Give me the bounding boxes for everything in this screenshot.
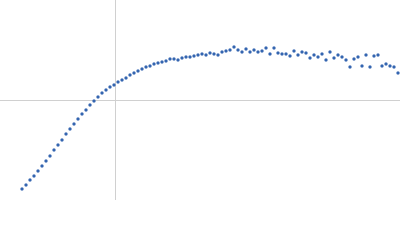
data-point bbox=[148, 64, 152, 68]
data-point bbox=[260, 49, 264, 53]
data-point bbox=[348, 65, 352, 69]
data-point bbox=[332, 56, 336, 60]
data-point bbox=[252, 48, 256, 52]
data-point bbox=[384, 62, 388, 66]
chart bbox=[0, 0, 400, 200]
data-point bbox=[240, 50, 244, 54]
data-point bbox=[216, 53, 220, 57]
data-point bbox=[268, 52, 272, 56]
data-point bbox=[272, 46, 276, 50]
data-point bbox=[112, 83, 116, 87]
data-point bbox=[340, 55, 344, 59]
data-point bbox=[140, 67, 144, 71]
data-point bbox=[300, 50, 304, 54]
data-point bbox=[344, 58, 348, 62]
data-point bbox=[128, 73, 132, 77]
data-point bbox=[64, 132, 68, 136]
data-point bbox=[324, 58, 328, 62]
data-point bbox=[180, 56, 184, 60]
data-point bbox=[192, 54, 196, 58]
data-point bbox=[168, 57, 172, 61]
data-point bbox=[108, 85, 112, 89]
data-point bbox=[380, 64, 384, 68]
data-point bbox=[76, 117, 80, 121]
data-point bbox=[284, 52, 288, 56]
data-point bbox=[88, 103, 92, 107]
data-point bbox=[200, 52, 204, 56]
data-point bbox=[292, 49, 296, 53]
data-point bbox=[224, 49, 228, 53]
data-point bbox=[60, 138, 64, 142]
data-point bbox=[136, 69, 140, 73]
data-point bbox=[244, 47, 248, 51]
data-point bbox=[52, 148, 56, 152]
page: {"chart_data": {"type": "scatter", "colo… bbox=[0, 0, 400, 200]
data-point bbox=[308, 56, 312, 60]
data-point bbox=[296, 53, 300, 57]
data-point bbox=[204, 53, 208, 57]
data-point bbox=[72, 122, 76, 126]
data-point bbox=[316, 55, 320, 59]
data-point bbox=[56, 143, 60, 147]
data-point bbox=[124, 76, 128, 80]
data-point bbox=[160, 60, 164, 64]
data-point bbox=[248, 50, 252, 54]
data-point bbox=[360, 64, 364, 68]
data-point bbox=[368, 65, 372, 69]
data-point bbox=[388, 64, 392, 68]
data-point bbox=[164, 59, 168, 63]
data-point bbox=[256, 50, 260, 54]
data-point bbox=[208, 51, 212, 55]
data-point bbox=[40, 164, 44, 168]
data-point bbox=[280, 52, 284, 56]
data-point bbox=[28, 178, 32, 182]
data-point bbox=[396, 71, 400, 75]
data-point bbox=[392, 65, 396, 69]
data-point bbox=[288, 54, 292, 58]
data-point bbox=[92, 99, 96, 103]
data-point bbox=[328, 50, 332, 54]
data-point bbox=[264, 46, 268, 50]
data-point bbox=[32, 174, 36, 178]
data-point bbox=[320, 52, 324, 56]
data-point bbox=[84, 108, 88, 112]
data-point bbox=[116, 80, 120, 84]
data-point bbox=[196, 53, 200, 57]
data-point bbox=[80, 112, 84, 116]
data-point bbox=[132, 71, 136, 75]
data-point bbox=[144, 65, 148, 69]
data-point bbox=[372, 54, 376, 58]
data-point bbox=[376, 53, 380, 57]
data-point bbox=[312, 53, 316, 57]
data-point bbox=[36, 169, 40, 173]
data-point bbox=[188, 55, 192, 59]
data-point bbox=[304, 51, 308, 55]
data-point bbox=[184, 55, 188, 59]
data-point bbox=[104, 88, 108, 92]
data-point bbox=[156, 61, 160, 65]
data-point bbox=[364, 53, 368, 57]
data-point bbox=[120, 78, 124, 82]
data-point bbox=[356, 55, 360, 59]
data-point bbox=[68, 127, 72, 131]
data-point bbox=[212, 52, 216, 56]
data-point bbox=[20, 187, 24, 191]
data-point bbox=[352, 57, 356, 61]
data-point bbox=[48, 154, 52, 158]
data-point bbox=[336, 53, 340, 57]
data-point bbox=[220, 50, 224, 54]
data-point bbox=[172, 57, 176, 61]
data-point bbox=[152, 62, 156, 66]
data-point bbox=[24, 183, 28, 187]
data-point bbox=[228, 48, 232, 52]
data-point bbox=[176, 58, 180, 62]
data-point bbox=[44, 159, 48, 163]
data-point bbox=[232, 45, 236, 49]
data-point bbox=[276, 51, 280, 55]
data-point bbox=[100, 91, 104, 95]
data-point bbox=[96, 95, 100, 99]
data-point bbox=[236, 48, 240, 52]
